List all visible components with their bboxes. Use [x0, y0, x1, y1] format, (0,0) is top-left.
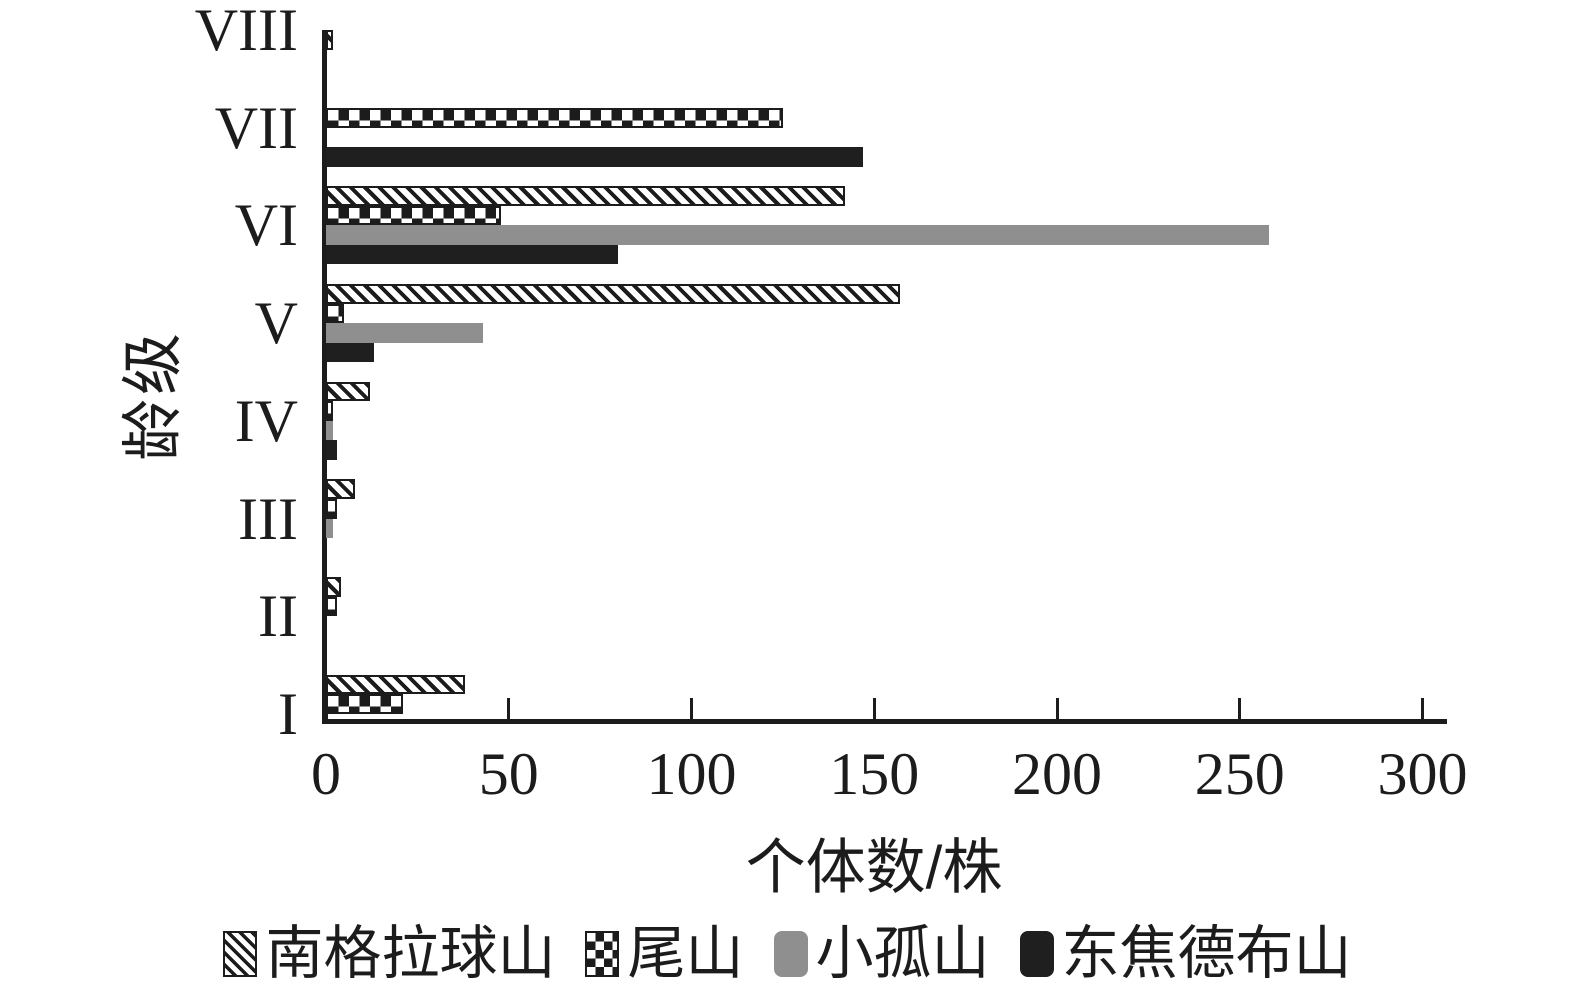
bar-南格拉球山-VI	[326, 186, 845, 206]
bar-小孤山-III	[326, 518, 334, 539]
legend-item: 南格拉球山	[223, 922, 555, 986]
bar-尾山-IV	[326, 401, 334, 421]
bar-南格拉球山-III	[326, 479, 356, 499]
legend-label: 小孤山	[815, 921, 990, 986]
bar-小孤山-VI	[326, 225, 1269, 245]
bar-尾山-I	[326, 694, 403, 714]
bar-南格拉球山-II	[326, 577, 341, 597]
x-tick-label: 200	[1012, 741, 1102, 807]
category-label: V	[254, 290, 298, 357]
legend-swatch-diagonal-hatch	[223, 931, 258, 977]
category-label: VIII	[194, 0, 298, 63]
x-axis-line	[322, 719, 1447, 724]
legend-swatch-solid	[773, 931, 808, 977]
y-axis-title: 龄级	[119, 328, 189, 461]
x-tick	[872, 698, 876, 719]
x-axis-title: 个体数/株	[745, 834, 1003, 901]
category-label: I	[278, 680, 298, 747]
x-tick	[507, 698, 511, 719]
x-tick	[1055, 698, 1059, 719]
bar-小孤山-IV	[326, 420, 334, 441]
bar-尾山-V	[326, 303, 345, 324]
category-label: III	[238, 485, 298, 552]
bar-尾山-II	[326, 596, 337, 617]
bar-南格拉球山-V	[326, 284, 900, 304]
legend-item: 东焦德布山	[1019, 921, 1352, 986]
x-tick-label: 150	[829, 741, 920, 807]
legend-item: 小孤山	[773, 921, 990, 986]
legend-swatch-checkerboard	[585, 931, 620, 977]
bar-尾山-VI	[326, 205, 502, 226]
bar-小孤山-V	[326, 323, 484, 343]
legend: 南格拉球山 尾山 小孤山 东焦德布山	[0, 922, 1575, 986]
x-tick	[690, 698, 693, 719]
category-label: II	[258, 583, 298, 650]
bar-尾山-III	[326, 499, 337, 519]
bar-南格拉球山-I	[326, 674, 465, 695]
bar-东焦德布山-V	[326, 342, 374, 363]
legend-label: 南格拉球山	[265, 921, 556, 986]
legend-swatch-solid	[1019, 931, 1054, 977]
x-tick-label: 250	[1194, 741, 1285, 807]
x-tick-label: 0	[311, 741, 341, 807]
x-tick	[1238, 698, 1242, 719]
bar-东焦德布山-IV	[326, 440, 337, 460]
legend-item: 尾山	[585, 921, 744, 986]
legend-label: 东焦德布山	[1061, 921, 1352, 986]
x-tick-label: 100	[646, 741, 737, 807]
bar-东焦德布山-VII	[326, 147, 864, 167]
bar-东焦德布山-VI	[326, 244, 619, 265]
y-axis-title-box: 龄级	[55, 312, 240, 477]
category-label: VII	[214, 94, 298, 161]
x-tick	[1421, 698, 1424, 719]
category-label: IV	[234, 387, 298, 454]
x-tick-label: 50	[478, 741, 539, 807]
bar-尾山-VII	[326, 108, 783, 128]
y-axis-line	[322, 30, 327, 724]
bar-南格拉球山-VIII	[326, 30, 334, 50]
x-tick-label: 300	[1377, 741, 1468, 807]
legend-label: 尾山	[627, 921, 744, 986]
bar-南格拉球山-IV	[326, 381, 370, 402]
category-label: VI	[234, 192, 298, 259]
